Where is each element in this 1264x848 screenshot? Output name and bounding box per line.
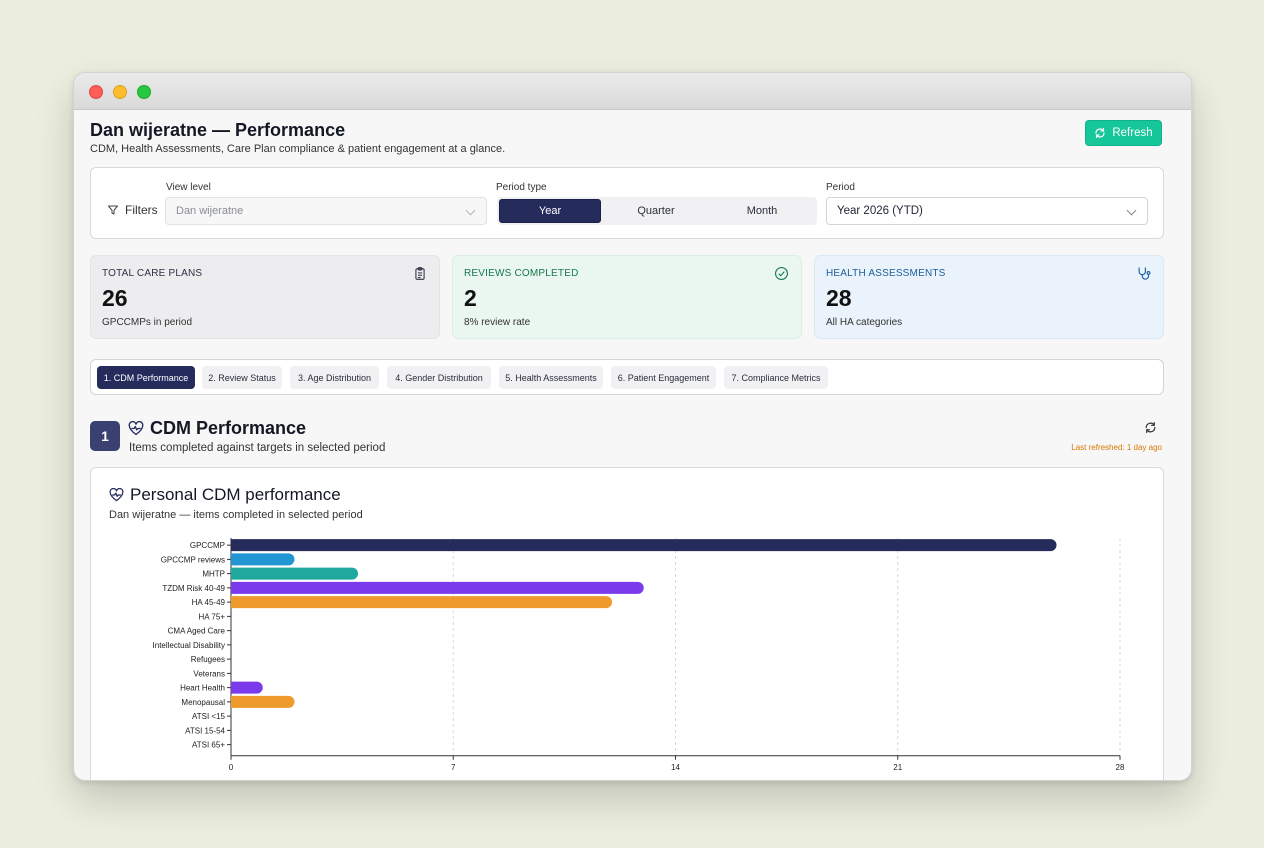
filter-icon [108,205,118,215]
bar-base [231,596,237,609]
bar-base [231,681,237,694]
bar-base [231,539,237,552]
minimize-window-button[interactable] [113,85,127,99]
tab-cdm-performance[interactable]: 1. CDM Performance [97,366,195,389]
stat-card-total-care-plans: TOTAL CARE PLANS 26 GPCCMPs in period [90,255,440,339]
view-level-select[interactable]: Dan wijeratne [165,197,487,225]
chart-card: Personal CDM performance Dan wijeratne —… [90,467,1164,780]
refresh-icon [1095,127,1105,139]
stat-label: REVIEWS COMPLETED [464,268,579,279]
chart-title-text: Personal CDM performance [130,485,341,504]
page-subtitle: CDM, Health Assessments, Care Plan compl… [90,143,506,155]
period-type-month[interactable]: Month [746,205,778,217]
period-value: Year 2026 (YTD) [837,205,923,217]
bar [231,695,295,708]
period-type-toggle: Year Quarter Month [497,197,817,225]
view-level-value: Dan wijeratne [176,205,244,217]
stat-label: TOTAL CARE PLANS [102,268,203,279]
bar [231,553,295,566]
chevron-down-icon [1126,205,1137,216]
filters-label: Filters [125,203,158,217]
period-select[interactable]: Year 2026 (YTD) [826,197,1148,225]
app-window: Dan wijeratne — Performance CDM, Health … [73,72,1192,781]
tab-patient-engagement[interactable]: 6. Patient Engagement [611,366,716,389]
period-type-quarter[interactable]: Quarter [637,205,675,217]
stat-sub: All HA categories [826,317,903,328]
y-tick-label: GPCCMP [190,541,225,550]
bar-base [231,567,237,580]
y-tick-label: ATSI 65+ [192,741,225,750]
period-label: Period [826,182,855,193]
bar [231,539,1057,552]
tab-compliance-metrics[interactable]: 7. Compliance Metrics [724,366,828,389]
x-tick-label: 21 [893,763,902,772]
y-tick-label: Heart Health [180,684,225,693]
y-tick-label: Refugees [191,655,225,664]
refresh-icon[interactable] [1144,421,1157,434]
page-title: Dan wijeratne — Performance [90,120,346,140]
x-tick-label: 28 [1116,763,1125,772]
bar [231,681,263,694]
heart-pulse-icon [109,488,124,502]
y-tick-label: Veterans [193,669,225,678]
tab-health-assessments[interactable]: 5. Health Assessments [499,366,603,389]
stat-label: HEALTH ASSESSMENTS [826,268,946,279]
y-tick-label: HA 75+ [199,612,226,621]
x-tick-label: 0 [229,763,234,772]
y-tick-label: CMA Aged Care [168,627,226,636]
stat-sub: 8% review rate [464,317,531,328]
view-level-label: View level [166,182,211,193]
chart-subtitle: Dan wijeratne — items completed in selec… [109,509,363,521]
heart-pulse-icon [128,421,144,436]
refresh-button-label: Refresh [1112,127,1153,139]
clipboard-icon [415,267,425,280]
stethoscope-icon [1138,267,1151,280]
section-title: CDM Performance [128,418,306,439]
chart-title: Personal CDM performance [109,485,341,505]
tab-review-status[interactable]: 2. Review Status [202,366,282,389]
filters-heading: Filters [107,203,158,217]
y-tick-label: ATSI 15-54 [185,726,225,735]
stat-value: 2 [464,285,477,311]
period-type-label: Period type [496,182,547,193]
last-refreshed: Last refreshed: 1 day ago [1071,443,1162,452]
stat-value: 28 [826,285,852,311]
stat-card-reviews-completed: REVIEWS COMPLETED 2 8% review rate [452,255,802,339]
y-tick-label: MHTP [202,570,225,579]
stat-sub: GPCCMPs in period [102,317,193,328]
x-tick-label: 14 [671,763,680,772]
y-tick-label: GPCCMP reviews [161,555,225,564]
x-tick-label: 7 [451,763,456,772]
check-circle-icon [775,267,788,280]
y-tick-label: TZDM Risk 40-49 [162,584,225,593]
bar [231,581,644,594]
tab-gender-distribution[interactable]: 4. Gender Distribution [387,366,491,389]
section-number: 1 [90,421,120,451]
refresh-button[interactable]: Refresh [1085,120,1162,146]
close-window-button[interactable] [89,85,103,99]
bar [231,596,612,609]
stat-card-health-assessments: HEALTH ASSESSMENTS 28 All HA categories [814,255,1164,339]
bar [231,567,358,580]
maximize-window-button[interactable] [137,85,151,99]
period-type-year[interactable]: Year [499,199,601,223]
tab-age-distribution[interactable]: 3. Age Distribution [290,366,379,389]
bar-base [231,581,237,594]
page-content: Dan wijeratne — Performance CDM, Health … [74,110,1191,780]
bar-base [231,695,237,708]
y-tick-label: Menopausal [181,698,225,707]
section-title-text: CDM Performance [150,418,307,438]
y-tick-label: ATSI <15 [192,712,226,721]
section-tabs: 1. CDM Performance 2. Review Status 3. A… [90,359,1164,395]
section-subtitle: Items completed against targets in selec… [129,442,386,454]
filters-panel: Filters View level Dan wijeratne Period … [90,167,1164,239]
stat-value: 26 [102,285,128,311]
window-titlebar [74,73,1191,110]
cdm-bar-chart: 0 7 14 21 28 GPCCMP GPCCMP reviews MHTP TZDM Ris… [153,538,1125,772]
chevron-down-icon [465,205,476,216]
y-tick-label: HA 45-49 [192,598,226,607]
y-tick-label: Intellectual Disability [153,641,225,650]
bar-base [231,553,237,566]
